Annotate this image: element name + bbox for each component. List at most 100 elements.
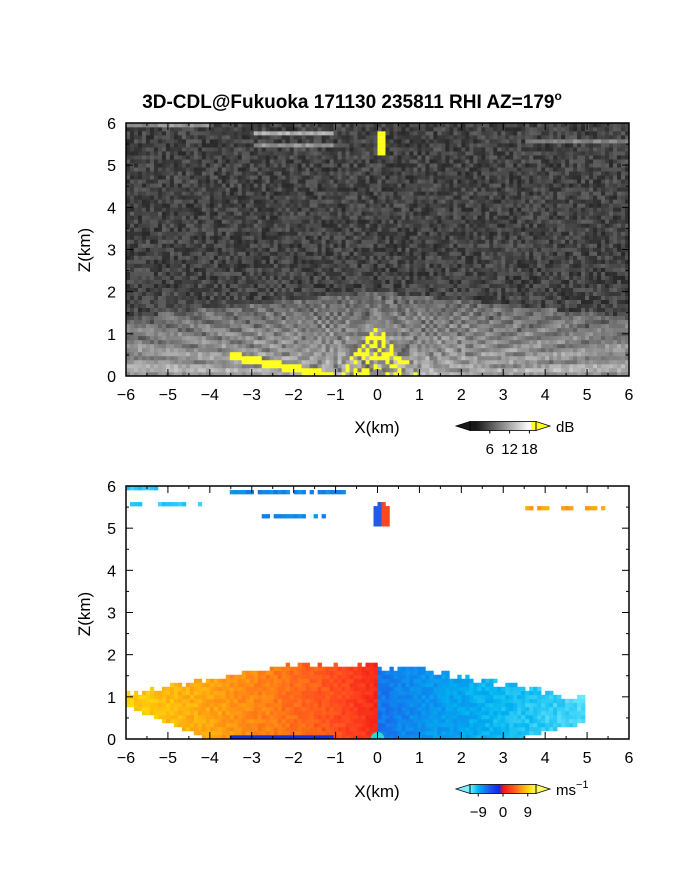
heatmap-cell (565, 275, 570, 280)
heatmap-cell (485, 359, 490, 365)
heatmap-cell (237, 275, 243, 280)
heatmap-cell (461, 259, 466, 264)
heatmap-cell (465, 259, 470, 264)
heatmap-cell (153, 311, 159, 317)
heatmap-cell (497, 371, 502, 377)
heatmap-cell (577, 343, 582, 349)
heatmap-cell (589, 343, 594, 349)
heatmap-cell (481, 239, 486, 244)
heatmap-cell (285, 315, 290, 321)
heatmap-cell (217, 219, 223, 224)
heatmap-cell (389, 307, 394, 313)
heatmap-cell (521, 371, 526, 377)
heatmap-cell (241, 327, 247, 333)
heatmap-cell (157, 339, 163, 345)
heatmap-cell (401, 235, 406, 240)
heatmap-cell (341, 219, 346, 224)
heatmap-cell (281, 311, 286, 317)
heatmap-cell (173, 351, 179, 357)
heatmap-cell (157, 331, 163, 337)
heatmap-cell (477, 335, 482, 341)
heatmap-cell (485, 319, 490, 325)
heatmap-cell (573, 275, 578, 280)
heatmap-cell (245, 359, 251, 365)
heatmap-cell (261, 327, 267, 333)
heatmap-cell (585, 283, 590, 288)
heatmap-cell (353, 371, 358, 377)
heatmap-cell (305, 239, 310, 244)
heatmap-cell (497, 299, 502, 305)
heatmap-cell (437, 239, 442, 244)
heatmap-cell (473, 303, 478, 309)
heatmap-cell (153, 347, 159, 353)
heatmap-cell (197, 247, 203, 252)
heatmap-cell (281, 351, 286, 357)
heatmap-cell (437, 231, 442, 236)
heatmap-cell (189, 335, 195, 341)
heatmap-cell (261, 359, 267, 365)
heatmap-cell (401, 343, 406, 349)
heatmap-cell (477, 363, 482, 369)
heatmap-cell (569, 355, 574, 361)
heatmap-cell (589, 247, 594, 252)
heatmap-cell (445, 355, 450, 361)
heatmap-cell (325, 359, 330, 365)
heatmap-cell (285, 247, 290, 252)
heatmap-cell (449, 315, 454, 321)
heatmap-cell (329, 295, 334, 300)
heatmap-cell (377, 351, 382, 357)
heatmap-cell (553, 307, 558, 313)
heatmap-cell (289, 239, 294, 244)
heatmap-cell (601, 259, 606, 264)
heatmap-cell (421, 299, 426, 305)
heatmap-cell (529, 271, 534, 276)
heatmap-cell (437, 279, 442, 284)
heatmap-cell (497, 275, 502, 280)
heatmap-cell (357, 311, 362, 317)
heatmap-cell (613, 311, 618, 317)
heatmap-cell (593, 307, 598, 313)
heatmap-cell (433, 283, 438, 288)
heatmap-cell (581, 363, 586, 369)
heatmap-cell (141, 271, 147, 276)
heatmap-cell (317, 347, 322, 353)
heatmap-cell (513, 295, 518, 300)
heatmap-cell (409, 347, 414, 353)
heatmap-cell (185, 219, 191, 224)
heatmap-cell (517, 311, 522, 317)
heatmap-cell (537, 343, 542, 349)
heatmap-cell (173, 219, 179, 224)
heatmap-cell (245, 371, 251, 377)
heatmap-cell (149, 231, 155, 236)
heatmap-cell (529, 347, 534, 353)
heatmap-cell (197, 323, 203, 329)
heatmap-cell (581, 239, 586, 244)
heatmap-cell (193, 295, 199, 300)
heatmap-cell (225, 291, 231, 296)
heatmap-cell (149, 351, 155, 357)
heatmap-cell (477, 283, 482, 288)
heatmap-cell (341, 223, 346, 228)
heatmap-cell (329, 363, 334, 369)
heatmap-cell (525, 359, 530, 365)
heatmap-cell (449, 335, 454, 341)
heatmap-cell (497, 271, 502, 276)
heatmap-cell (337, 367, 342, 373)
heatmap-cell (465, 315, 470, 321)
heatmap-cell (413, 295, 418, 300)
heatmap-cell (345, 363, 350, 369)
heatmap-cell (165, 355, 171, 361)
heatmap-cell (589, 239, 594, 244)
heatmap-cell (253, 347, 259, 353)
heatmap-cell (237, 223, 243, 228)
heatmap-cell (345, 311, 350, 317)
heatmap-cell (165, 331, 171, 337)
heatmap-cell (317, 311, 322, 317)
heatmap-cell (477, 351, 482, 357)
heatmap-cell (621, 251, 626, 256)
heatmap-cell (453, 263, 458, 268)
heatmap-cell (481, 223, 486, 228)
heatmap-cell (493, 351, 498, 357)
heatmap-cell (181, 263, 187, 268)
heatmap-cell (189, 319, 195, 325)
